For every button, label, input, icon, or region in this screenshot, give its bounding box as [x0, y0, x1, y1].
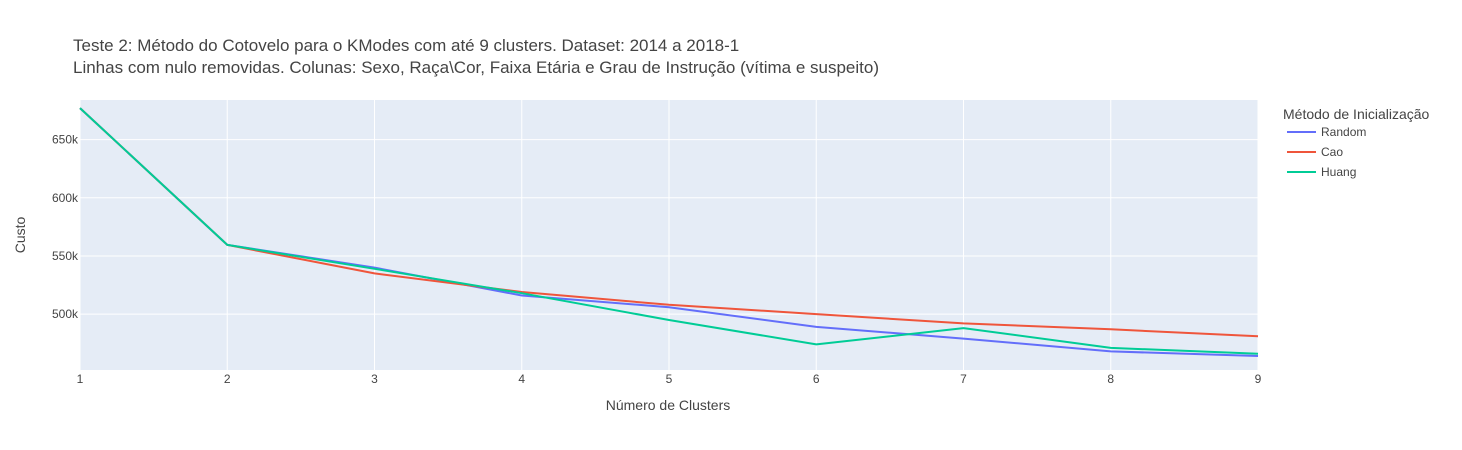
legend: Método de Inicialização Random Cao Huang	[1283, 106, 1430, 179]
x-tick-label: 3	[371, 372, 378, 386]
y-tick-label: 600k	[52, 191, 79, 205]
x-tick-label: 7	[960, 372, 967, 386]
y-axis-title: Custo	[12, 217, 28, 254]
legend-item-random[interactable]: Random	[1287, 125, 1366, 139]
grid	[79, 100, 1259, 370]
chart-title-line-1: Teste 2: Método do Cotovelo para o KMode…	[73, 36, 739, 55]
x-tick-label: 2	[224, 372, 231, 386]
x-tick-label: 1	[77, 372, 84, 386]
legend-title: Método de Inicialização	[1283, 106, 1430, 122]
legend-label: Cao	[1321, 145, 1343, 159]
series-lines	[79, 107, 1259, 357]
legend-item-huang[interactable]: Huang	[1287, 165, 1356, 179]
x-tick-label: 4	[518, 372, 525, 386]
legend-item-cao[interactable]: Cao	[1287, 145, 1343, 159]
x-tick-label: 8	[1107, 372, 1114, 386]
x-tick-label: 9	[1255, 372, 1262, 386]
chart-title-line-2: Linhas com nulo removidas. Colunas: Sexo…	[73, 58, 879, 77]
series-line-cao	[79, 107, 1259, 338]
series-line-huang	[79, 107, 1259, 355]
y-axis-ticks: 500k 550k 600k 650k	[52, 133, 79, 322]
y-tick-label: 650k	[52, 133, 79, 147]
x-axis-ticks: 1 2 3 4 5 6 7 8 9	[77, 372, 1262, 386]
legend-label: Random	[1321, 125, 1366, 139]
x-tick-label: 5	[666, 372, 673, 386]
y-tick-label: 500k	[52, 307, 79, 321]
x-axis-title: Número de Clusters	[606, 397, 731, 413]
legend-label: Huang	[1321, 165, 1356, 179]
x-tick-label: 6	[813, 372, 820, 386]
chart-title: Teste 2: Método do Cotovelo para o KMode…	[73, 36, 879, 77]
y-tick-label: 550k	[52, 249, 79, 263]
